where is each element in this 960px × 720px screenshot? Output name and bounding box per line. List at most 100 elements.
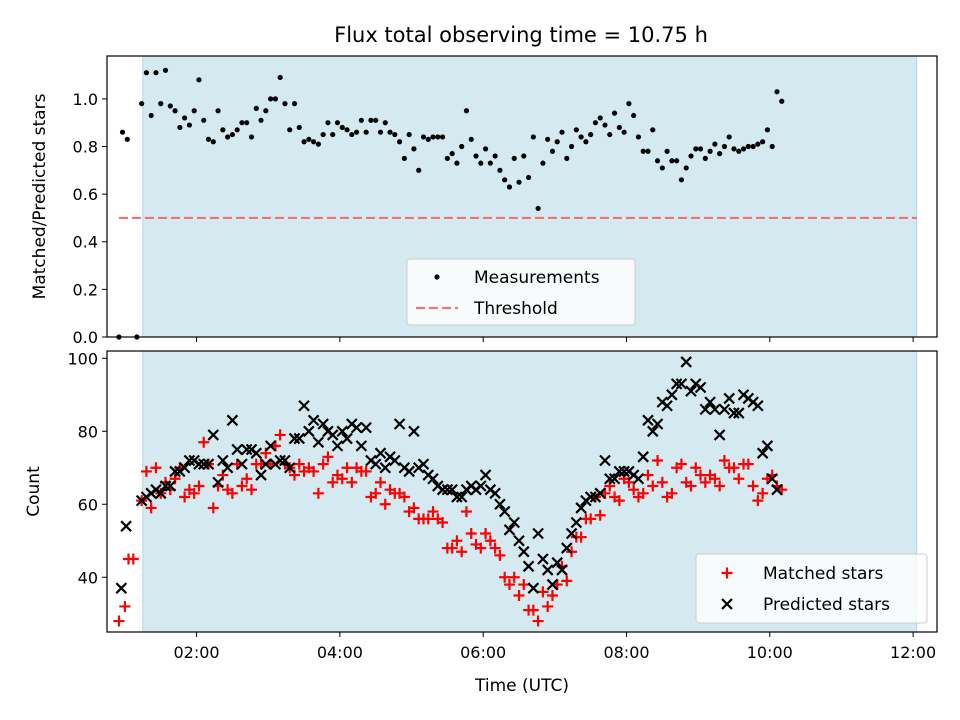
matched-star-point <box>714 480 726 492</box>
measurement-point <box>124 136 130 142</box>
measurement-point <box>521 153 527 159</box>
top-axes-frame <box>106 55 938 338</box>
predicted-star-point <box>169 465 181 478</box>
measurement-point <box>358 117 364 123</box>
predicted-star-point <box>115 582 128 594</box>
measurement-point <box>621 129 627 135</box>
predicted-star-point <box>713 429 726 441</box>
predicted-star-point <box>441 483 454 496</box>
predicted-star-point <box>489 487 501 500</box>
measurement-point <box>225 134 231 140</box>
measurement-point <box>760 139 766 145</box>
matched-star-point <box>150 462 162 474</box>
predicted-star-point <box>221 462 234 474</box>
matched-star-point <box>246 484 258 496</box>
predicted-star-point <box>264 440 277 452</box>
top-x-axis-ticks <box>196 337 914 342</box>
predicted-star-point <box>594 487 607 500</box>
measurement-point <box>549 148 556 154</box>
predicted-star-point <box>532 527 544 540</box>
measurement-point <box>201 117 207 123</box>
measurement-point <box>373 117 379 123</box>
predicted-star-point <box>527 582 540 594</box>
predicted-star-point <box>541 564 554 576</box>
predicted-star-point <box>379 462 392 474</box>
measurement-point <box>559 129 565 135</box>
measurement-point <box>368 117 374 123</box>
measurement-point <box>416 167 422 173</box>
bottom-axes-frame <box>106 350 938 633</box>
predicted-star-point <box>613 465 626 478</box>
predicted-star-point <box>202 458 215 470</box>
x-tick-label: 10:00 <box>747 643 793 662</box>
measurement-point <box>158 101 164 107</box>
measurement-point <box>268 96 274 102</box>
top-y-axis-label: Matched/Predicted stars <box>30 93 50 299</box>
predicted-star-point <box>207 429 220 441</box>
top-panel: 0.0 0.2 0.4 0.6 0.8 1.0 Matched/Predicted sta… <box>30 55 938 347</box>
x-tick-label: 08:00 <box>603 643 649 662</box>
y-tick-label: 1.0 <box>73 90 98 109</box>
bottom-y-axis-label: Count <box>24 466 44 517</box>
legend-marker-measurements <box>434 274 440 280</box>
predicted-star-point <box>618 465 630 478</box>
matched-star-point <box>236 480 248 492</box>
measurement-point <box>678 177 685 183</box>
measurement-point <box>119 129 126 135</box>
measurement-point <box>506 184 513 190</box>
y-tick-label: 0.2 <box>73 280 98 299</box>
measurement-point <box>755 141 761 147</box>
predicted-star-point <box>752 399 764 412</box>
predicted-star-point <box>178 462 191 474</box>
legend-label-predicted: Predicted stars <box>763 595 890 615</box>
legend-x-glyph <box>721 598 733 610</box>
matched-star-point <box>718 454 730 466</box>
matched-star-point <box>675 458 687 470</box>
predicted-star-point <box>766 472 778 485</box>
measurement-point <box>702 155 708 161</box>
measurement-point <box>182 115 188 121</box>
predicted-star-point <box>498 505 511 518</box>
measurement-point <box>353 129 360 135</box>
measurement-point <box>139 101 145 107</box>
matched-star-point <box>508 571 520 583</box>
predicted-star-point <box>303 425 315 438</box>
measurement-point <box>602 122 608 128</box>
measurement-point <box>626 101 632 107</box>
predicted-star-point <box>360 421 372 434</box>
matched-star-point <box>513 590 525 602</box>
predicted-star-point <box>355 440 368 452</box>
predicted-star-point <box>666 389 678 401</box>
matched-star-point <box>752 495 764 507</box>
predicted-star-point <box>183 454 196 467</box>
legend-marker-predicted <box>721 598 733 610</box>
predicted-star-point <box>274 454 286 467</box>
predicted-star-point <box>756 447 769 459</box>
measurement-point <box>282 101 288 107</box>
measurement-point <box>573 127 579 133</box>
matched-star-point <box>537 586 549 598</box>
predicted-star-point <box>231 443 243 456</box>
measurement-point <box>712 141 718 147</box>
matched-star-point <box>613 495 625 507</box>
matched-star-point <box>113 615 125 627</box>
measurement-point <box>220 127 226 133</box>
measurement-point <box>349 131 355 138</box>
predicted-star-point <box>403 465 415 478</box>
x-tick-label: 02:00 <box>174 643 220 662</box>
matched-star-point <box>241 473 253 485</box>
predicted-star-point <box>455 491 468 503</box>
predicted-star-point <box>283 462 296 474</box>
y-tick-label: 40 <box>78 568 98 587</box>
matched-star-point <box>379 498 391 510</box>
matched-star-point <box>652 454 664 466</box>
predicted-star-point <box>417 458 430 470</box>
predicted-star-point <box>374 447 387 459</box>
matched-star-point <box>489 542 501 554</box>
measurement-point <box>291 101 298 107</box>
measurement-point <box>482 146 489 152</box>
measurement-point <box>382 120 388 126</box>
matched-star-point <box>274 429 286 441</box>
predicted-star-point <box>494 498 506 511</box>
matched-star-point <box>336 473 348 485</box>
